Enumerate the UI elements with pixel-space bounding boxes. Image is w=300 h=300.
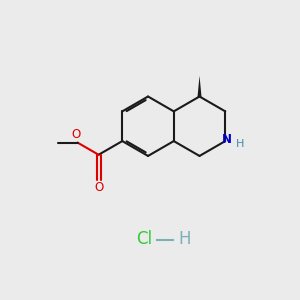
Text: H: H bbox=[178, 230, 190, 248]
Text: H: H bbox=[236, 139, 244, 149]
Text: O: O bbox=[72, 128, 81, 141]
Text: Cl: Cl bbox=[136, 230, 152, 248]
Polygon shape bbox=[197, 76, 202, 98]
Text: N: N bbox=[221, 134, 231, 146]
Text: O: O bbox=[94, 181, 103, 194]
